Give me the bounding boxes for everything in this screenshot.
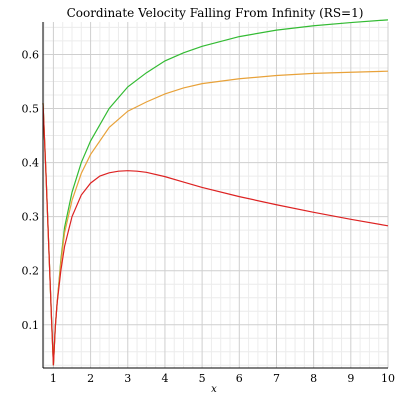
x-tick-label: 7 [273,372,280,385]
x-tick-label: 6 [236,372,243,385]
minor-grid [43,22,388,368]
x-tick-label: 5 [199,372,206,385]
series-layer [42,19,389,366]
series-line-3 [42,103,389,366]
x-tick-label: 1 [50,372,57,385]
series-line-2 [42,70,389,366]
tick-labels: 1 2 3 4 5 6 7 8 9 10 0.1 0.2 0.3 0.4 0.5 0.6 [22,48,396,385]
y-tick-label: 0.6 [22,48,40,61]
axes [42,22,388,369]
x-axis-label: x [211,384,217,395]
y-tick-label: 0.3 [22,211,40,224]
chart-title: Coordinate Velocity Falling From Infinit… [67,6,364,20]
x-tick-label: 3 [124,372,131,385]
x-tick-label: 4 [161,372,168,385]
y-tick-label: 0.5 [22,103,40,116]
x-tick-label: 10 [381,372,395,385]
series-line-1 [42,19,389,366]
x-tick-label: 2 [87,372,94,385]
x-tick-label: 9 [347,372,354,385]
y-tick-label: 0.2 [22,265,40,278]
y-tick-label: 0.4 [22,157,40,170]
major-grid [43,22,389,368]
y-tick-label: 0.1 [22,319,40,332]
x-tick-label: 8 [310,372,317,385]
